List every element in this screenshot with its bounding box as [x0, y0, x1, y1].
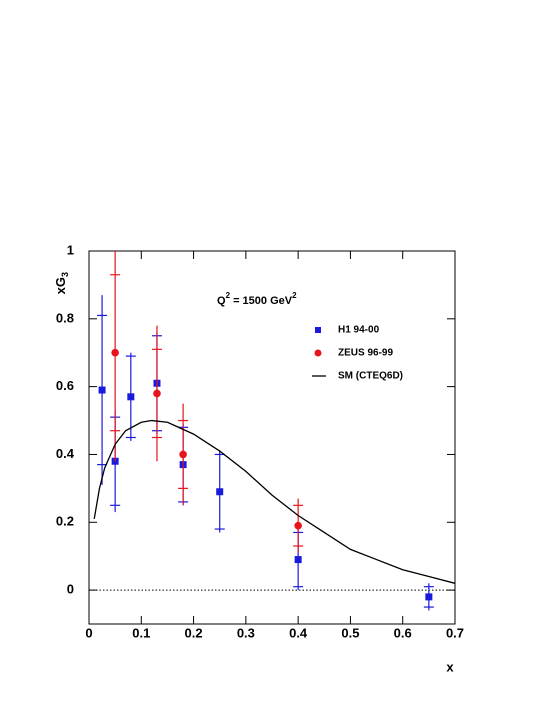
legend-symbol: [315, 327, 321, 333]
model-curve: [93, 419, 456, 584]
annotation: Q2 = 1500 GeV2: [217, 291, 297, 307]
x-tick-label: 0: [85, 625, 92, 640]
legend-symbol: [314, 349, 322, 357]
annotation-part: 2: [292, 291, 297, 300]
x-tick-label: 0.5: [341, 625, 359, 640]
y-tick-label: 0.6: [56, 378, 74, 393]
x-tick-label: 0.3: [237, 625, 255, 640]
point: [425, 593, 433, 601]
point: [111, 348, 119, 357]
point: [216, 488, 224, 496]
x-tick-label: 0.1: [132, 625, 150, 640]
y-tick-label: 1: [67, 242, 74, 257]
y-label-sub: 3: [60, 272, 70, 277]
annotation-part: Q: [217, 295, 226, 307]
point: [294, 521, 302, 530]
y-label-main: xG: [53, 277, 68, 294]
y-tick-label: 0.4: [56, 446, 75, 461]
point: [179, 450, 187, 459]
y-axis-label: xG3: [53, 272, 70, 294]
y-tick-label: 0.8: [56, 310, 74, 325]
point: [98, 386, 106, 394]
legend-label: SM (CTEQ6D): [338, 371, 403, 382]
x-axis-label: x: [446, 659, 454, 674]
x-tick-label: 0.4: [289, 625, 308, 640]
x-tick-label: 0.2: [185, 625, 203, 640]
y-tick-label: 0.2: [56, 514, 74, 529]
point: [127, 393, 135, 401]
x-tick-label: 0.7: [446, 625, 464, 640]
point: [153, 389, 161, 398]
x-tick-label: 0.6: [394, 625, 412, 640]
annotation-part: = 1500 GeV: [230, 295, 293, 307]
y-tick-label: 0: [67, 582, 74, 597]
legend-label: ZEUS 96-99: [338, 348, 393, 359]
point: [294, 556, 302, 564]
plot-frame: [88, 250, 456, 625]
annotation-part: 2: [226, 291, 231, 300]
legend-label: H1 94-00: [338, 325, 380, 336]
